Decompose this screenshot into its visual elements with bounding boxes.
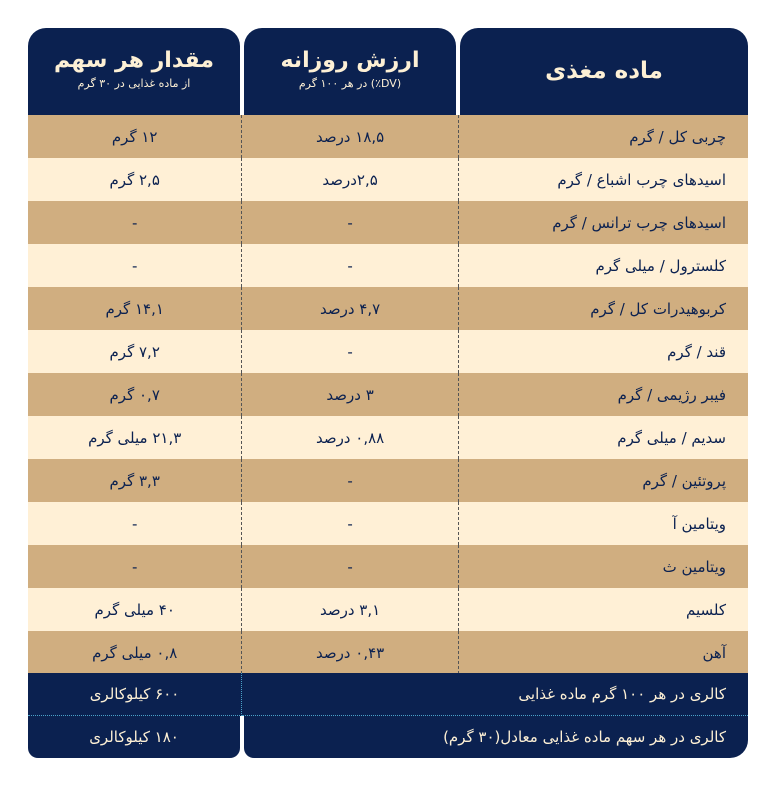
serving-cell: ۲,۵ گرم [28, 158, 243, 201]
table-row: ۳,۳ گرم - پروتئین / گرم [28, 459, 748, 502]
serving-cell: ۱۲ گرم [28, 115, 243, 158]
calories-serving-value: ۱۸۰ کیلوکالری [28, 716, 240, 758]
dv-cell: ۳ درصد [242, 373, 459, 416]
dv-cell: - [242, 545, 459, 588]
nutrient-cell: قند / گرم [667, 342, 726, 361]
table-row: ۱۲ گرم ۱۸,۵ درصد چربی کل / گرم [28, 115, 748, 158]
table-row: - - کلسترول / میلی گرم [28, 244, 748, 287]
nutrient-cell: کربوهیدرات کل / گرم [590, 299, 726, 318]
dv-cell: ۲,۵درصد [242, 158, 459, 201]
table-row: ۰,۷ گرم ۳ درصد فیبر رژیمی / گرم [28, 373, 748, 416]
table-row: - - ویتامین آ [28, 502, 748, 545]
dv-cell: - [242, 330, 459, 373]
serving-cell: ۳,۳ گرم [28, 459, 243, 502]
table-row: ۴۰ میلی گرم ۳,۱ درصد کلسیم [28, 588, 748, 631]
serving-cell: ۰,۸ میلی گرم [28, 631, 243, 674]
calories-serving-label: کالری در هر سهم ماده غذایی معادل(۳۰ گرم) [244, 716, 748, 758]
serving-cell: - [28, 244, 243, 287]
table-row: - - اسیدهای چرب ترانس / گرم [28, 201, 748, 244]
nutrient-cell: ویتامین ث [662, 557, 726, 576]
nutrient-cell: اسیدهای چرب اشباع / گرم [557, 170, 726, 189]
header-nutrient: ماده مغذی [460, 28, 748, 115]
serving-cell: ۷,۲ گرم [28, 330, 243, 373]
nutrient-cell: فیبر رژیمی / گرم [617, 385, 726, 404]
dv-cell: ۴,۷ درصد [242, 287, 459, 330]
dv-cell: - [242, 244, 459, 287]
table-row: ۰,۸ میلی گرم ۰,۴۳ درصد آهن [28, 631, 748, 674]
dv-cell: ۰,۸۸ درصد [242, 416, 459, 459]
table-row: ۱۴,۱ گرم ۴,۷ درصد کربوهیدرات کل / گرم [28, 287, 748, 330]
header-dv-subtitle: (DV٪) در هر ۱۰۰ گرم [298, 77, 402, 90]
table-row: - - ویتامین ث [28, 545, 748, 588]
dv-cell: - [242, 201, 459, 244]
nutrient-cell: آهن [702, 643, 727, 662]
header-dv-title: ارزش روزانه [280, 48, 420, 73]
nutrient-cell: اسیدهای چرب ترانس / گرم [552, 213, 726, 232]
calories-100g-label: کالری در هر ۱۰۰ گرم ماده غذایی [242, 673, 748, 716]
nutrient-cell: کلسیم [686, 600, 726, 619]
dv-cell: - [242, 502, 459, 545]
serving-cell: ۰,۷ گرم [28, 373, 243, 416]
serving-cell: - [28, 545, 243, 588]
dv-cell: ۰,۴۳ درصد [242, 631, 459, 674]
serving-cell: - [28, 502, 243, 545]
nutrient-cell: ویتامین آ [672, 514, 726, 533]
serving-cell: ۱۴,۱ گرم [28, 287, 243, 330]
header-serving-title: مقدار هر سهم [53, 48, 215, 73]
header-dv: ارزش روزانه (DV٪) در هر ۱۰۰ گرم [244, 28, 456, 115]
calories-100g-value: ۶۰۰ کیلوکالری [28, 673, 242, 716]
dv-cell: - [242, 459, 459, 502]
header-serving-subtitle: از ماده غذایی در ۳۰ گرم [77, 77, 191, 90]
table-row: ۲۱,۳ میلی گرم ۰,۸۸ درصد سدیم / میلی گرم [28, 416, 748, 459]
serving-cell: ۴۰ میلی گرم [28, 588, 243, 631]
nutrient-cell: چربی کل / گرم [629, 127, 726, 146]
serving-cell: - [28, 201, 243, 244]
table-row: ۷,۲ گرم - قند / گرم [28, 330, 748, 373]
dv-cell: ۱۸,۵ درصد [242, 115, 459, 158]
nutrient-cell: کلسترول / میلی گرم [595, 256, 726, 275]
nutrient-cell: سدیم / میلی گرم [617, 428, 726, 447]
nutrient-cell: پروتئین / گرم [642, 471, 726, 490]
header-serving: مقدار هر سهم از ماده غذایی در ۳۰ گرم [28, 28, 240, 115]
dv-cell: ۳,۱ درصد [242, 588, 459, 631]
table-row: ۲,۵ گرم ۲,۵درصد اسیدهای چرب اشباع / گرم [28, 158, 748, 201]
serving-cell: ۲۱,۳ میلی گرم [28, 416, 243, 459]
header-nutrient-title: ماده مغذی [545, 58, 663, 84]
